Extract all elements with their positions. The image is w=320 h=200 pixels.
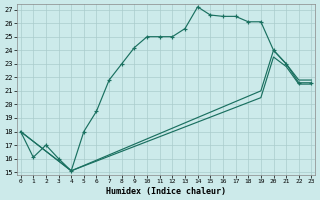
X-axis label: Humidex (Indice chaleur): Humidex (Indice chaleur): [106, 187, 226, 196]
